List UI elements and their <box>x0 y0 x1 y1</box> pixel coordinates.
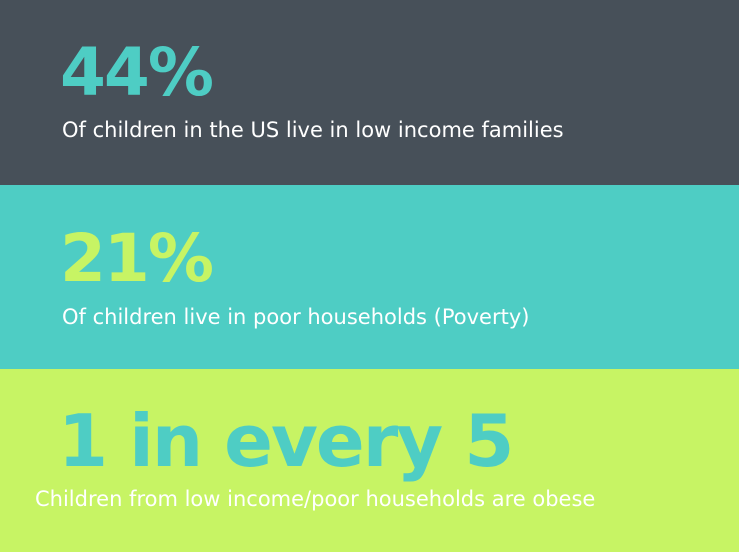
stat-caption: Of children live in poor households (Pov… <box>62 305 530 329</box>
stat-band-poverty: 21% Of children live in poor households … <box>0 185 739 369</box>
stat-value: 21% <box>60 220 214 297</box>
stat-caption: Children from low income/poor households… <box>35 487 596 511</box>
stat-value: 1 in every 5 <box>58 399 514 483</box>
stat-caption: Of children in the US live in low income… <box>62 118 564 142</box>
stat-value: 44% <box>60 34 214 111</box>
stat-band-obesity: 1 in every 5 Children from low income/po… <box>0 369 739 552</box>
stat-band-low-income: 44% Of children in the US live in low in… <box>0 0 739 185</box>
